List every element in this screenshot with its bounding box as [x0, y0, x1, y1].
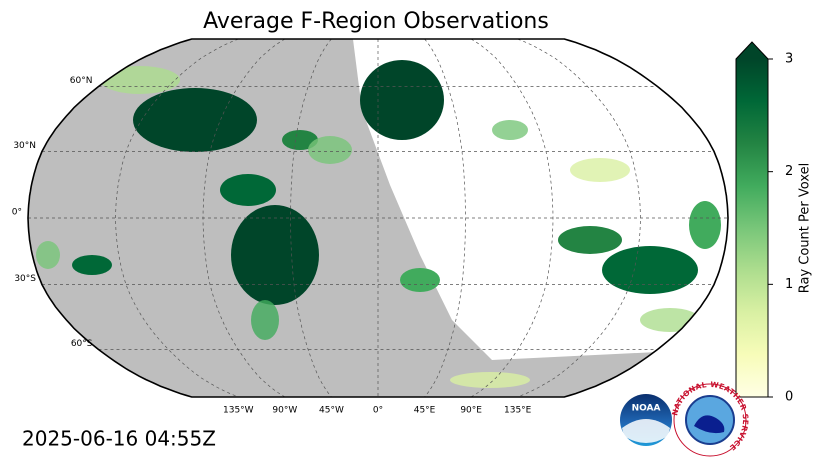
blob: [492, 120, 528, 140]
colorbar-tick-label: 2: [785, 164, 793, 179]
blob: [282, 130, 318, 150]
blob: [450, 372, 530, 388]
nws-cloud: [694, 415, 725, 434]
lat-label: 60°N: [70, 76, 93, 86]
grid-line: [202, 39, 286, 397]
colorbar-frame: [735, 41, 769, 398]
grid-line: [115, 39, 239, 397]
blob: [36, 241, 60, 269]
lon-label: 0°: [373, 406, 383, 416]
blob: [400, 268, 440, 292]
lon-label: 135°W: [223, 406, 254, 416]
colorbar-tick-label: 0: [785, 390, 793, 405]
colorbar-tick-label: 1: [785, 277, 793, 292]
lon-label: 90°E: [460, 406, 482, 416]
blob: [602, 246, 698, 294]
blob: [251, 300, 279, 340]
blob: [133, 88, 257, 152]
blob: [220, 174, 276, 206]
colorbar-extend: [736, 42, 768, 59]
blob: [308, 136, 352, 164]
grid-line: [470, 39, 554, 397]
lon-label: 45°W: [319, 406, 344, 416]
colorbar-tick-label: 3: [785, 52, 793, 67]
noaa-wave: [622, 419, 670, 443]
noaa-logo: NOAA: [620, 394, 672, 446]
lat-label: 60°S: [71, 339, 93, 349]
blob: [640, 308, 700, 332]
map-title: Average F-Region Observations: [203, 9, 549, 34]
blob: [231, 205, 319, 305]
colorbar-scale: [736, 59, 768, 397]
colorbar: 0 1 2 3: [735, 41, 793, 405]
blob: [558, 226, 622, 254]
observation-blobs: [36, 60, 721, 388]
blob: [570, 158, 630, 182]
blob: [72, 255, 112, 275]
grid-line: [290, 39, 332, 397]
noaa-text: NOAA: [632, 404, 661, 414]
blob: [360, 60, 444, 140]
grid-line: [424, 39, 466, 397]
colorbar-label: Ray Count Per Voxel: [798, 163, 813, 293]
lat-label: 30°S: [14, 274, 36, 284]
blob: [100, 66, 180, 94]
timestamp: 2025-06-16 04:55Z: [22, 427, 216, 451]
nws-logo: NATIONAL WEATHER SERVICE: [670, 380, 750, 457]
map-outline: [27, 38, 729, 398]
lon-label: 90°W: [272, 406, 297, 416]
lon-label: 45°E: [414, 406, 436, 416]
lon-label: 135°E: [504, 406, 532, 416]
grid-line: [517, 39, 641, 397]
graticule: [28, 39, 728, 397]
lat-label: 0°: [12, 208, 22, 218]
blob: [689, 201, 721, 249]
lat-label: 30°N: [13, 141, 36, 151]
